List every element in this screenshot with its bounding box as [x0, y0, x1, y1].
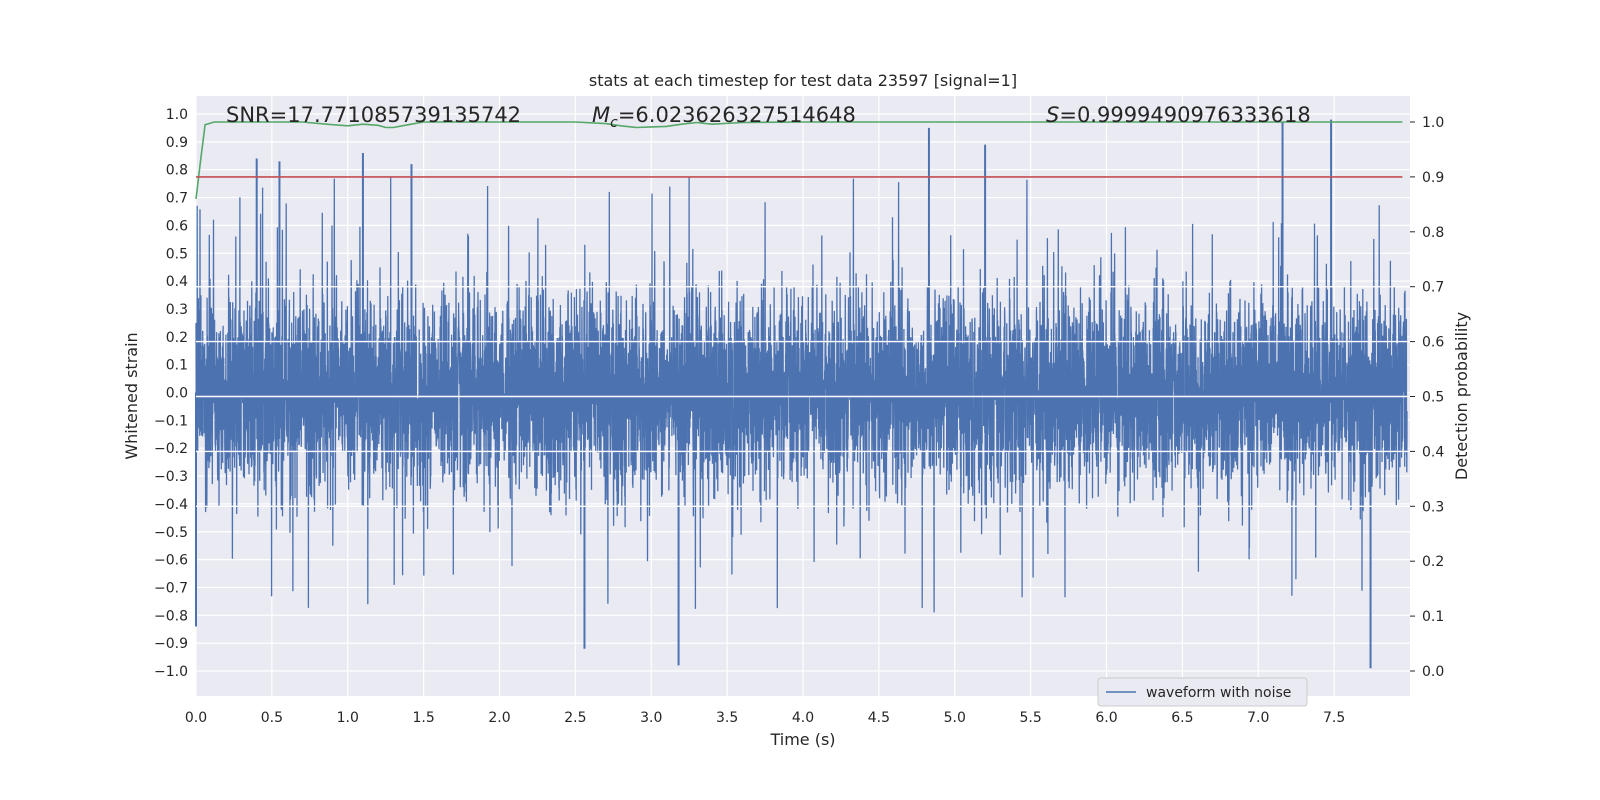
x-tick-labels: 0.0 0.5 1.0 1.5 2.0 2.5 3.0 3.5 4.0 4.5 5.0 5.5 6.0 6…	[185, 710, 1345, 726]
y2-tick-label: 0.4	[1422, 444, 1444, 460]
x-tick-label: 6.0	[1095, 710, 1117, 726]
y2-tick-label: 0.5	[1422, 390, 1444, 406]
chirp-mass-annotation: Mc=6.023626327514648	[592, 103, 856, 131]
horizontal-grid-overlay	[196, 286, 1410, 507]
y2-tick-label: 0.6	[1422, 335, 1444, 351]
y-tick-label: −1.0	[154, 664, 188, 680]
mc-value: =6.023626327514648	[618, 103, 856, 127]
y-tick-label: 1.0	[166, 107, 188, 123]
y2-tick-label: 0.2	[1422, 554, 1444, 570]
detection-probability-line	[195, 121, 1403, 199]
s-annotation: S=0.9999490976333618	[1046, 103, 1311, 127]
y-tick-label: −0.7	[154, 580, 188, 596]
x-tick-label: 5.5	[1019, 710, 1041, 726]
y-tick-label: −0.5	[154, 525, 188, 541]
y-tick-label: 0.9	[166, 135, 188, 151]
x-tick-label: 3.5	[716, 710, 738, 726]
snr-annotation: SNR=17.771085739135742	[226, 103, 521, 127]
x-axis-label: Time (s)	[769, 730, 835, 749]
y-tick-label: −0.9	[154, 636, 188, 652]
y-tick-label: −0.6	[154, 553, 188, 569]
y-tick-label: −0.4	[154, 497, 188, 513]
y-tick-label: −0.3	[154, 469, 188, 485]
y-tick-label: 0.0	[166, 386, 188, 402]
x-tick-label: 3.0	[640, 710, 662, 726]
y2-tick-label: 0.1	[1422, 609, 1444, 625]
legend-box	[1097, 677, 1308, 707]
y-tick-label: 0.3	[166, 302, 188, 318]
s-symbol: S	[1046, 103, 1059, 127]
y2-tick-label: 0.3	[1422, 499, 1444, 515]
y2-axis-label: Detection probability	[1452, 312, 1471, 480]
x-tick-label: 0.5	[261, 710, 283, 726]
y-tick-labels: 1.0 0.9 0.8 0.7 0.6 0.5 0.4 0.3 0.2 0.1 0.0 −0.1 −0.…	[154, 107, 188, 680]
y-tick-label: −0.2	[154, 441, 188, 457]
y2-tick-label: 0.9	[1422, 170, 1444, 186]
x-tick-label: 1.0	[337, 710, 359, 726]
x-tick-label: 4.0	[792, 710, 814, 726]
mc-subscript: c	[610, 115, 618, 131]
y-tick-label: −0.1	[154, 413, 188, 429]
y2-tick-label: 0.8	[1422, 225, 1444, 241]
probability-series	[195, 121, 1403, 199]
legend-entry-waveform: waveform with noise	[1146, 685, 1291, 701]
y2-tick-labels: 1.0 0.9 0.8 0.7 0.6 0.5 0.4 0.3 0.2 0.1 0.0	[1410, 115, 1444, 680]
s-value: =0.9999490976333618	[1059, 103, 1310, 127]
legend: waveform with noise	[1097, 677, 1308, 707]
y2-tick-label: 1.0	[1422, 115, 1444, 131]
x-tick-label: 2.0	[488, 710, 510, 726]
y-tick-label: 0.1	[166, 358, 188, 374]
y2-tick-label: 0.0	[1422, 664, 1444, 680]
x-tick-label: 2.5	[564, 710, 586, 726]
chart-title: stats at each timestep for test data 235…	[589, 71, 1017, 90]
y-tick-label: 0.2	[166, 330, 188, 346]
x-tick-label: 4.5	[868, 710, 890, 726]
waveform-line	[195, 176, 1408, 613]
waveform-with-noise-series	[195, 119, 1408, 669]
y2-tick-label: 0.7	[1422, 280, 1444, 296]
y-tick-label: −0.8	[154, 608, 188, 624]
y-tick-label: 0.7	[166, 191, 188, 207]
y-tick-label: 0.4	[166, 274, 188, 290]
y-tick-label: 0.6	[166, 218, 188, 234]
x-tick-label: 6.5	[1171, 710, 1193, 726]
x-tick-label: 7.5	[1323, 710, 1345, 726]
x-tick-label: 7.0	[1247, 710, 1269, 726]
x-tick-label: 0.0	[185, 710, 207, 726]
y-tick-label: 0.8	[166, 163, 188, 179]
x-tick-label: 5.0	[944, 710, 966, 726]
y-axis-label: Whitened strain	[122, 332, 141, 459]
mc-symbol: M	[592, 103, 610, 127]
x-tick-label: 1.5	[412, 710, 434, 726]
y-tick-label: 0.5	[166, 246, 188, 262]
